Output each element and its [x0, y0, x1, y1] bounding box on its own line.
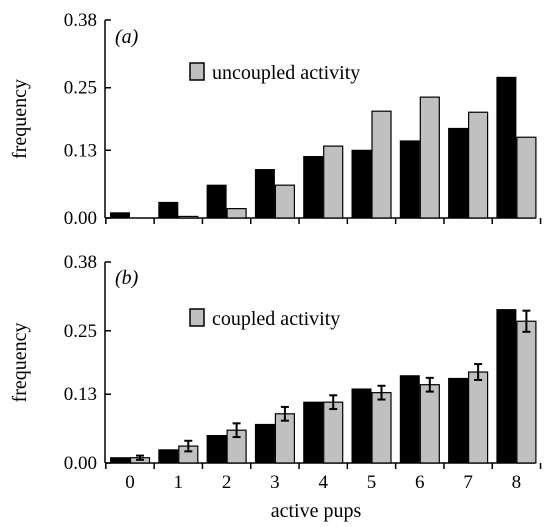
bar-black [255, 170, 274, 218]
legend-label: coupled activity [212, 308, 340, 330]
bar-black [111, 213, 130, 218]
bar-grey [275, 185, 294, 218]
x-tick-label: 4 [318, 472, 328, 493]
y-tick-label: 0.38 [64, 10, 97, 31]
bar-grey [227, 209, 246, 218]
x-axis-label: active pups [271, 500, 362, 522]
bar-black [159, 202, 178, 218]
bar-black [497, 310, 516, 463]
x-tick-label: 3 [270, 472, 280, 493]
x-tick-label: 1 [174, 472, 184, 493]
bar-grey [372, 393, 391, 463]
x-tick-label: 8 [512, 472, 522, 493]
x-tick-label: 6 [415, 472, 425, 493]
bar-grey [517, 321, 536, 463]
bar-grey [420, 385, 439, 463]
x-tick-label: 2 [222, 472, 232, 493]
x-tick-label: 7 [463, 472, 473, 493]
bar-black [255, 424, 274, 463]
y-tick-label: 0.13 [64, 140, 97, 161]
y-tick-label: 0.25 [64, 321, 97, 342]
y-tick-label: 0.00 [64, 208, 97, 229]
x-tick-label: 0 [125, 472, 135, 493]
bar-black [111, 458, 130, 463]
bar-grey [469, 112, 488, 218]
legend-swatch [190, 63, 204, 80]
bar-grey [324, 402, 343, 463]
y-axis-label: frequency [9, 323, 31, 403]
bar-black [449, 378, 468, 463]
legend-swatch [190, 309, 204, 326]
bar-grey [179, 216, 198, 218]
y-tick-label: 0.25 [64, 78, 97, 99]
bar-grey [420, 97, 439, 218]
bar-black [497, 77, 516, 218]
bar-black [207, 435, 226, 463]
bar-black [304, 157, 323, 218]
bar-grey [517, 137, 536, 218]
bar-grey [372, 111, 391, 218]
legend-label: uncoupled activity [212, 62, 360, 84]
bar-black [159, 450, 178, 463]
bar-black [304, 402, 323, 463]
panel-label: (a) [115, 26, 139, 48]
y-tick-label: 0.13 [64, 384, 97, 405]
bar-black [352, 150, 371, 218]
y-axis-label: frequency [9, 79, 31, 159]
x-tick-label: 5 [367, 472, 377, 493]
bar-black [449, 128, 468, 218]
bar-black [400, 141, 419, 218]
bar-black [400, 376, 419, 463]
panel-label: (b) [115, 267, 139, 289]
bar-black [207, 185, 226, 218]
bar-black [352, 389, 371, 463]
y-tick-label: 0.00 [64, 453, 97, 474]
y-tick-label: 0.38 [64, 252, 97, 273]
bar-grey [324, 146, 343, 218]
bar-grey [469, 372, 488, 463]
